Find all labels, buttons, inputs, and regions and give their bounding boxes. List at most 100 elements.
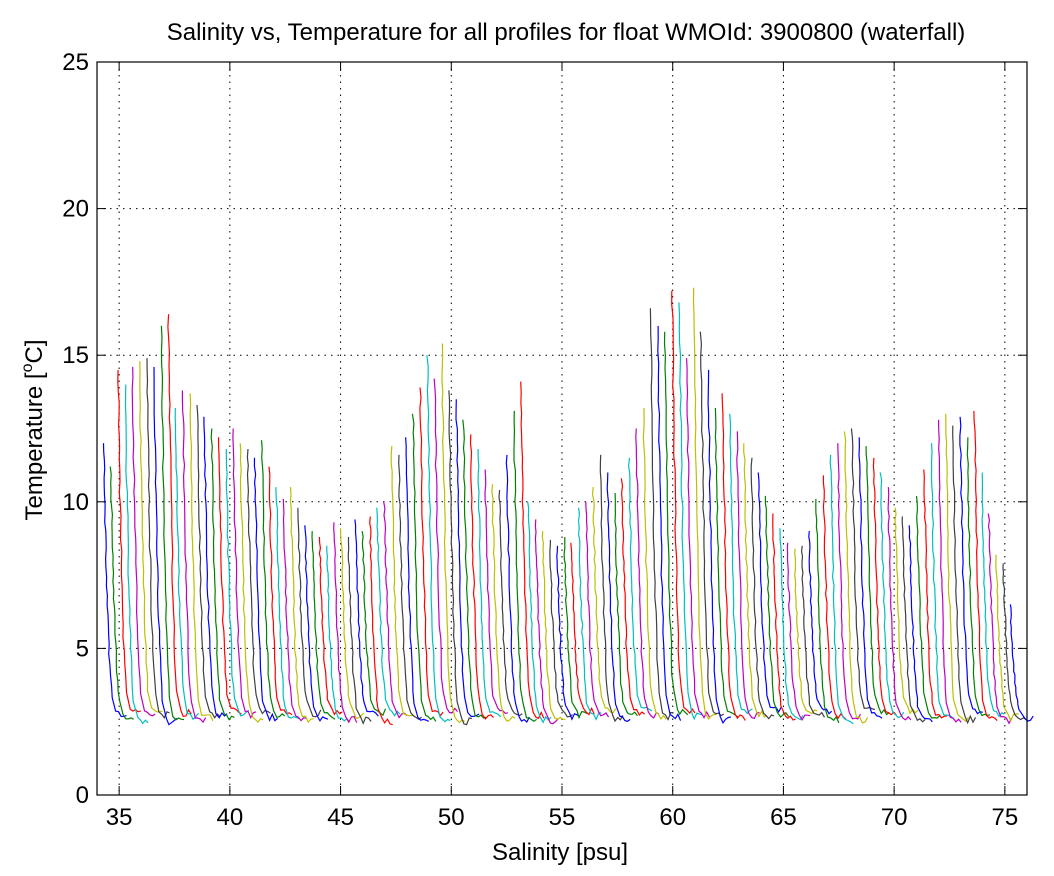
profile-line: [822, 475, 847, 720]
profile-line: [627, 457, 653, 712]
profile-line: [124, 384, 149, 725]
profile-line: [908, 525, 933, 723]
profile-line: [282, 498, 307, 722]
profile-line: [426, 355, 451, 723]
y-tick-label: 5: [76, 635, 89, 662]
chart-title: Salinity vs, Temperature for all profile…: [167, 19, 966, 46]
profile-line: [203, 416, 228, 719]
profile-line: [959, 416, 983, 715]
profile-line: [764, 495, 789, 718]
profile-line: [361, 530, 387, 717]
profile-line: [894, 507, 919, 715]
y-tick-label: 25: [62, 49, 89, 76]
profile-line: [678, 302, 703, 721]
profile-line: [707, 369, 732, 724]
x-tick-label: 60: [659, 804, 686, 831]
profile-line: [729, 413, 753, 715]
y-axis-label-main: Temperature [: [21, 372, 48, 520]
profile-line: [462, 419, 487, 719]
profile-line: [217, 437, 242, 715]
profile-line: [563, 537, 588, 720]
profile-line: [981, 472, 1005, 718]
profile-line: [987, 513, 1013, 725]
x-tick-label: 40: [217, 804, 244, 831]
profile-line: [398, 454, 422, 721]
x-tick-label: 45: [327, 804, 354, 831]
axis-ticks: [97, 61, 1027, 796]
profile-line: [1002, 563, 1027, 721]
profile-line: [614, 492, 638, 717]
profile-line: [736, 431, 760, 720]
profile-line: [808, 531, 833, 715]
profile-line: [606, 472, 631, 722]
x-tick-label: 35: [106, 804, 133, 831]
profile-line: [225, 448, 250, 717]
profile-line: [649, 308, 674, 721]
profile-line: [800, 545, 826, 718]
profile-line: [879, 472, 905, 719]
profile-line: [973, 410, 998, 722]
x-tick-labels: 35 40 45 50 55 60 65 70 75: [106, 804, 1018, 831]
profile-line: [527, 501, 552, 724]
y-axis-label-end: C]: [21, 340, 48, 364]
profile-line: [772, 513, 796, 721]
profile-line: [887, 487, 912, 721]
profile-line: [210, 428, 235, 721]
profile-line: [268, 466, 293, 716]
x-tick-label: 50: [438, 804, 465, 831]
profile-line: [620, 478, 645, 716]
profile-line: [714, 407, 739, 718]
profile-line: [383, 501, 408, 719]
profile-line: [541, 531, 566, 720]
profile-line: [181, 390, 207, 724]
y-axis-label-sup: o: [19, 363, 36, 372]
profile-line: [311, 531, 336, 720]
profile-line: [253, 457, 278, 722]
profile-line: [174, 407, 199, 721]
profile-line: [160, 325, 185, 721]
x-tick-label: 70: [881, 804, 908, 831]
x-tick-label: 55: [549, 804, 576, 831]
profile-line: [318, 536, 343, 716]
profile-line: [239, 443, 264, 724]
profile-line: [131, 366, 156, 717]
profile-line: [390, 446, 415, 717]
profile-line: [794, 548, 818, 715]
profile-line: [577, 507, 602, 721]
profile-line: [570, 542, 595, 716]
profile-line: [419, 387, 444, 717]
profile-line: [692, 287, 717, 721]
profile-line: [376, 507, 401, 717]
profile-line: [339, 528, 365, 719]
profile-line: [326, 545, 350, 723]
profile-line: [966, 437, 991, 717]
profile-line: [757, 472, 782, 713]
profile-line: [663, 331, 689, 716]
profile-line: [333, 522, 358, 724]
profile-line: [945, 413, 969, 723]
profile-line: [534, 519, 559, 725]
profile-line: [469, 434, 494, 720]
profile-line: [441, 343, 465, 724]
profile-line: [139, 361, 163, 713]
x-axis-label: Salinity [psu]: [492, 839, 628, 866]
profile-line: [520, 381, 545, 720]
profile-line: [952, 425, 977, 725]
y-tick-labels: 0 5 10 15 20 25: [62, 49, 89, 809]
profile-line: [930, 443, 955, 720]
profile-line: [411, 413, 437, 722]
profile-line: [455, 399, 480, 718]
profile-line: [189, 393, 214, 722]
profile-line: [837, 443, 862, 720]
profile-line: [829, 454, 854, 725]
profile-line: [275, 487, 300, 720]
profile-line: [405, 437, 429, 722]
profile-line: [858, 437, 883, 719]
profile-line: [585, 501, 610, 718]
profile-line: [433, 378, 458, 714]
y-tick-label: 15: [62, 342, 89, 369]
profile-line: [297, 507, 322, 718]
profile-line: [671, 290, 696, 715]
y-tick-label: 20: [62, 196, 89, 223]
profile-line: [498, 490, 523, 717]
